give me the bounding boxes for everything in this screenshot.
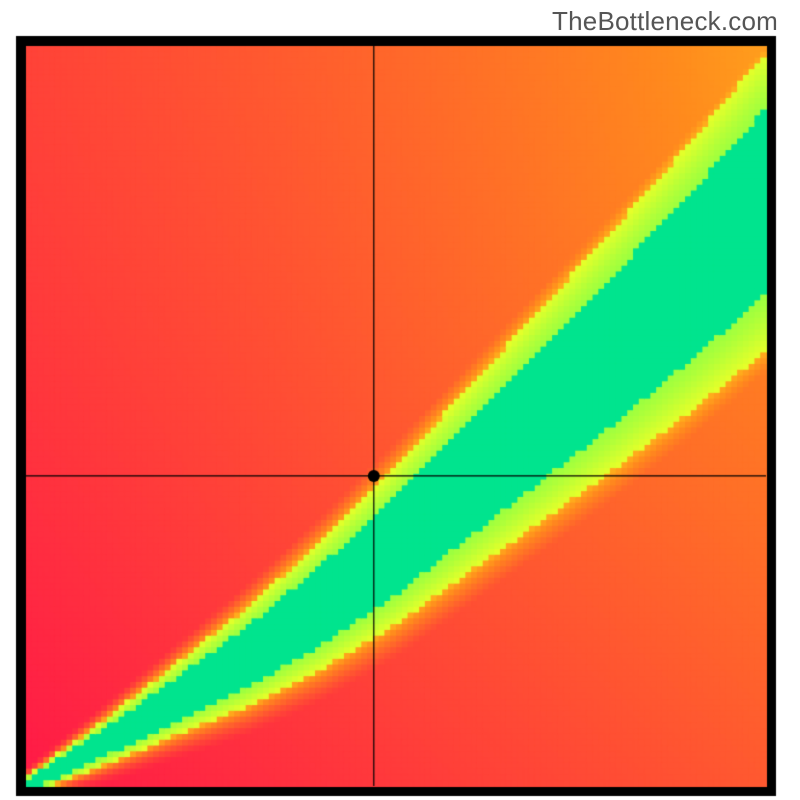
bottleneck-heatmap (0, 0, 800, 800)
watermark-text: TheBottleneck.com (552, 6, 778, 37)
chart-container: TheBottleneck.com (0, 0, 800, 800)
